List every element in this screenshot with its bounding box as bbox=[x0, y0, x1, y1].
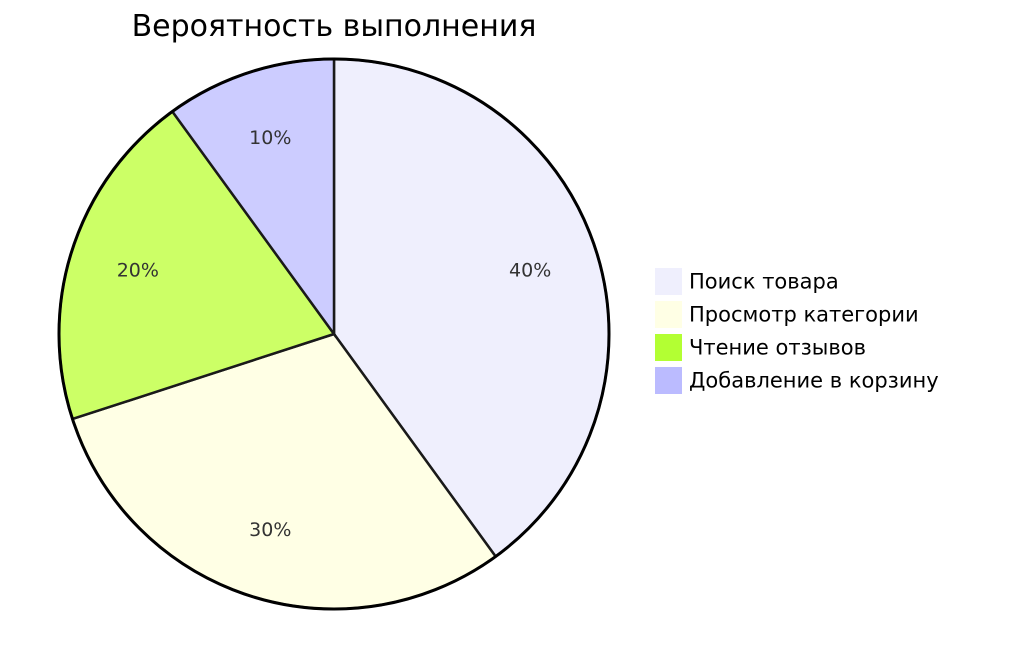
chart-title: Вероятность выполнения bbox=[132, 9, 537, 44]
legend-label-4: Добавление в корзину bbox=[689, 369, 939, 393]
slice-label-4: 10% bbox=[249, 127, 291, 149]
pie-outline bbox=[57, 57, 611, 611]
legend-item-3: Чтение отзывов bbox=[655, 334, 866, 361]
slice-labels: 40% 30% 20% 10% bbox=[117, 127, 552, 541]
legend-label-1: Поиск товара bbox=[689, 270, 839, 294]
legend-item-2: Просмотр категории bbox=[655, 301, 919, 328]
legend-swatch-2 bbox=[655, 301, 682, 328]
legend-swatch-1 bbox=[655, 268, 682, 295]
legend-label-3: Чтение отзывов bbox=[689, 336, 866, 360]
legend-swatch-3 bbox=[655, 334, 682, 361]
legend-item-4: Добавление в корзину bbox=[655, 367, 939, 394]
legend-label-2: Просмотр категории bbox=[689, 303, 919, 327]
legend-item-1: Поиск товара bbox=[655, 268, 839, 295]
slice-label-3: 20% bbox=[117, 259, 159, 281]
slice-label-2: 30% bbox=[249, 519, 291, 541]
legend: Поиск товара Просмотр категории Чтение отз… bbox=[655, 268, 939, 394]
legend-swatch-4 bbox=[655, 367, 682, 394]
slice-label-1: 40% bbox=[509, 259, 551, 281]
pie-slices bbox=[57, 57, 611, 611]
